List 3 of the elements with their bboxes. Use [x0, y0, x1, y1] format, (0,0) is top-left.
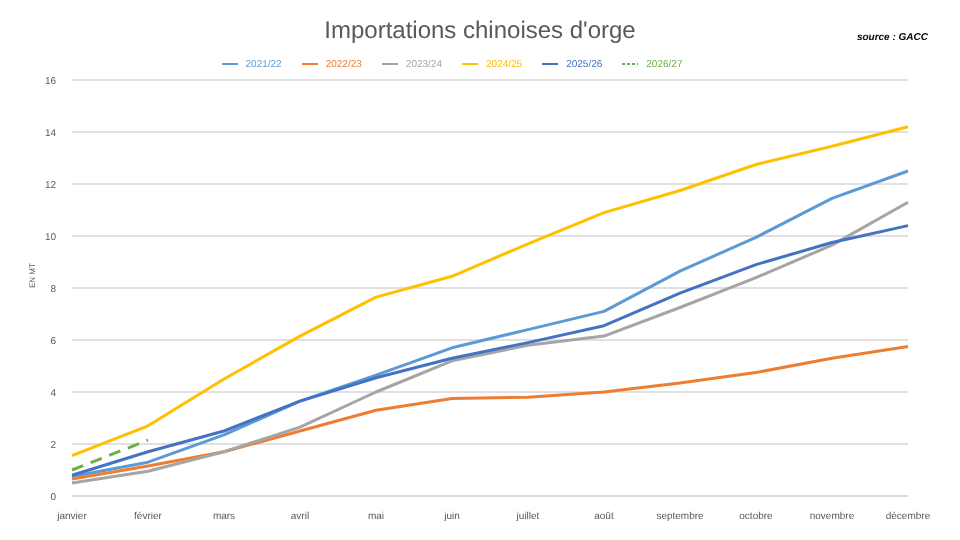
chart-title: Importations chinoises d'orge — [324, 16, 636, 44]
line-series — [70, 125, 910, 458]
line-series — [70, 345, 910, 481]
